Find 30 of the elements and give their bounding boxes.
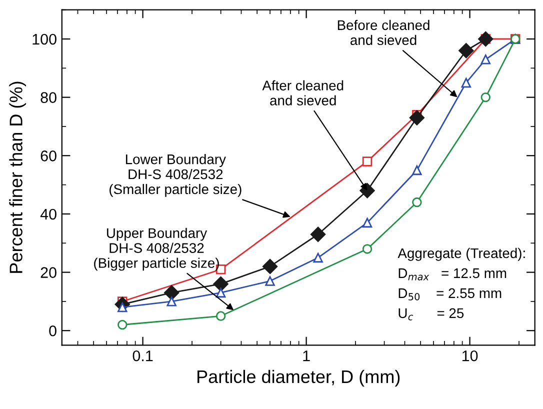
point <box>166 296 176 306</box>
point <box>118 320 128 330</box>
point <box>362 218 372 228</box>
annotation: Lower Boundary DH-S 408/2532 (Smaller particle size) <box>110 154 242 197</box>
point <box>409 110 425 126</box>
y-tick-label: 100 <box>32 34 56 45</box>
point <box>265 276 275 286</box>
point <box>458 43 474 58</box>
point <box>213 276 228 292</box>
y-axis-title: Percent finer than D (%) <box>9 82 26 273</box>
x-tick-label: 1 <box>303 350 310 362</box>
point <box>262 258 278 274</box>
annotation: Before cleaned and sieved <box>338 20 430 46</box>
point <box>310 226 326 242</box>
annotation: After cleaned and sieved <box>262 80 344 106</box>
point <box>164 285 180 300</box>
y-tick-label: 20 <box>40 267 56 278</box>
x-tick-label: 10 <box>462 350 478 362</box>
point <box>461 78 472 88</box>
annotation: Upper Boundary DH-S 408/2532 (Bigger particle size) <box>94 228 219 271</box>
text: Aggregate (Treated): D$_{max}$ = 12.5 mm D$_{50}$ = 2.55 mm U$_{c}$ = 25 <box>398 248 525 320</box>
point <box>412 165 422 176</box>
y-tick-label: 0 <box>49 325 56 336</box>
x-axis-title: Particle diameter, D (mm) <box>198 370 400 387</box>
y-tick-label: 60 <box>40 150 56 162</box>
y-tick-label: 80 <box>40 92 56 103</box>
x-tick-label: 0.1 <box>132 350 153 362</box>
point <box>216 288 226 298</box>
point <box>313 252 323 263</box>
y-tick-label: 40 <box>40 208 56 220</box>
